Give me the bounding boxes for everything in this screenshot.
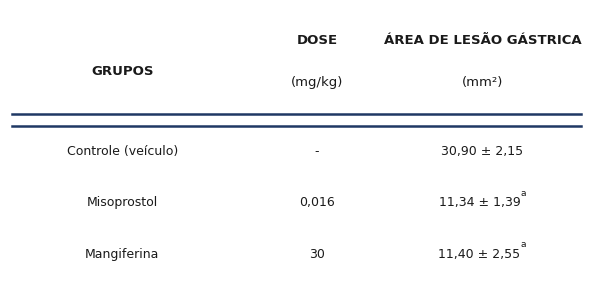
Text: GRUPOS: GRUPOS <box>91 65 154 78</box>
Text: 11,40 ± 2,55a: 11,40 ± 2,55a <box>438 248 527 260</box>
Text: ÁREA DE LESÃO GÁSTRICA: ÁREA DE LESÃO GÁSTRICA <box>384 34 581 47</box>
Text: Misoprostol: Misoprostol <box>87 196 158 209</box>
Text: 30,90 ± 2,15: 30,90 ± 2,15 <box>441 144 524 158</box>
Text: 11,34 ± 1,39a: 11,34 ± 1,39a <box>438 196 527 209</box>
Text: a: a <box>520 189 526 198</box>
Text: Mangiferina: Mangiferina <box>85 248 160 260</box>
Text: 11,40 ± 2,55: 11,40 ± 2,55 <box>438 248 521 260</box>
Text: DOSE: DOSE <box>296 34 337 47</box>
Text: 0,016: 0,016 <box>299 196 334 209</box>
Text: 30: 30 <box>309 248 325 260</box>
Text: (mm²): (mm²) <box>462 76 503 89</box>
Text: 11,34 ± 1,39: 11,34 ± 1,39 <box>439 196 521 209</box>
Text: a: a <box>520 240 526 249</box>
Text: Controle (veículo): Controle (veículo) <box>66 144 178 158</box>
Text: -: - <box>315 144 319 158</box>
Text: (mg/kg): (mg/kg) <box>291 76 343 89</box>
